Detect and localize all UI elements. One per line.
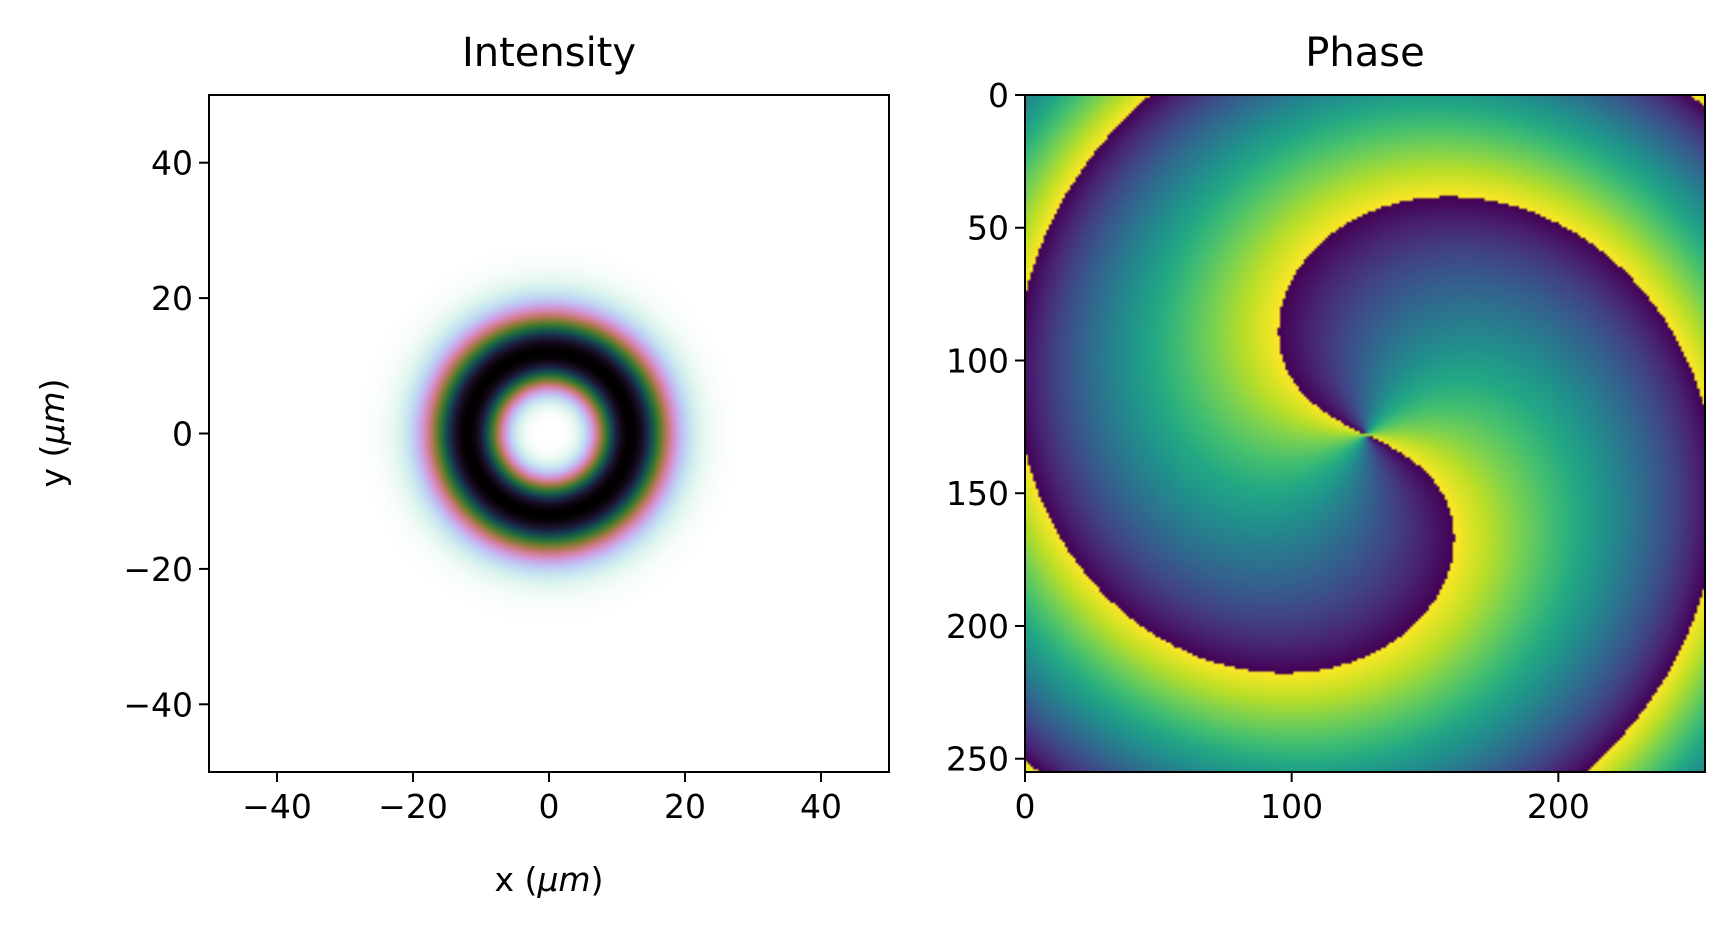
phase-x-tick-label: 100 (1260, 787, 1323, 826)
intensity-x-tick-label: 20 (664, 787, 706, 826)
x-label-suffix: ) (591, 860, 604, 899)
intensity-x-ticks: −40 −20 0 20 40 (242, 772, 842, 826)
phase-x-ticks: 0 100 200 (1015, 772, 1590, 826)
phase-y-tick-label: 0 (988, 76, 1009, 115)
phase-panel: Phase 0 100 200 0 50 100 150 200 250 (946, 30, 1706, 826)
phase-x-tick-label: 0 (1015, 787, 1036, 826)
intensity-image (209, 95, 889, 772)
phase-y-tick-label: 150 (946, 474, 1009, 513)
y-label-suffix: ) (33, 379, 72, 392)
x-label-prefix: x ( (495, 860, 538, 899)
phase-x-tick-label: 200 (1527, 787, 1590, 826)
phase-y-tick-label: 100 (946, 341, 1009, 380)
intensity-x-tick-label: −20 (378, 787, 448, 826)
phase-y-tick-label: 50 (967, 209, 1009, 248)
y-label-prefix: y ( (33, 445, 72, 488)
phase-axes-frame (1024, 94, 1706, 773)
x-label-unit: μm (536, 860, 590, 899)
intensity-y-tick-label: −20 (123, 550, 193, 589)
intensity-x-axis-label: x (μm) (495, 860, 604, 899)
phase-title: Phase (1305, 30, 1424, 76)
intensity-title: Intensity (462, 30, 636, 76)
intensity-x-tick-label: 40 (800, 787, 842, 826)
intensity-y-tick-label: 0 (172, 415, 193, 454)
intensity-y-ticks: 40 20 0 −20 −40 (123, 144, 209, 724)
phase-y-tick-label: 200 (946, 607, 1009, 646)
intensity-y-tick-label: 20 (151, 279, 193, 318)
phase-image (1025, 95, 1705, 772)
intensity-y-tick-label: 40 (151, 144, 193, 183)
intensity-x-tick-label: 0 (539, 787, 560, 826)
phase-y-tick-label: 250 (946, 740, 1009, 779)
phase-y-ticks: 0 50 100 150 200 250 (946, 76, 1025, 779)
intensity-y-axis-label: y (μm) (33, 379, 72, 488)
intensity-x-tick-label: −40 (242, 787, 312, 826)
intensity-y-tick-label: −40 (123, 685, 193, 724)
y-label-unit: μm (33, 391, 72, 445)
